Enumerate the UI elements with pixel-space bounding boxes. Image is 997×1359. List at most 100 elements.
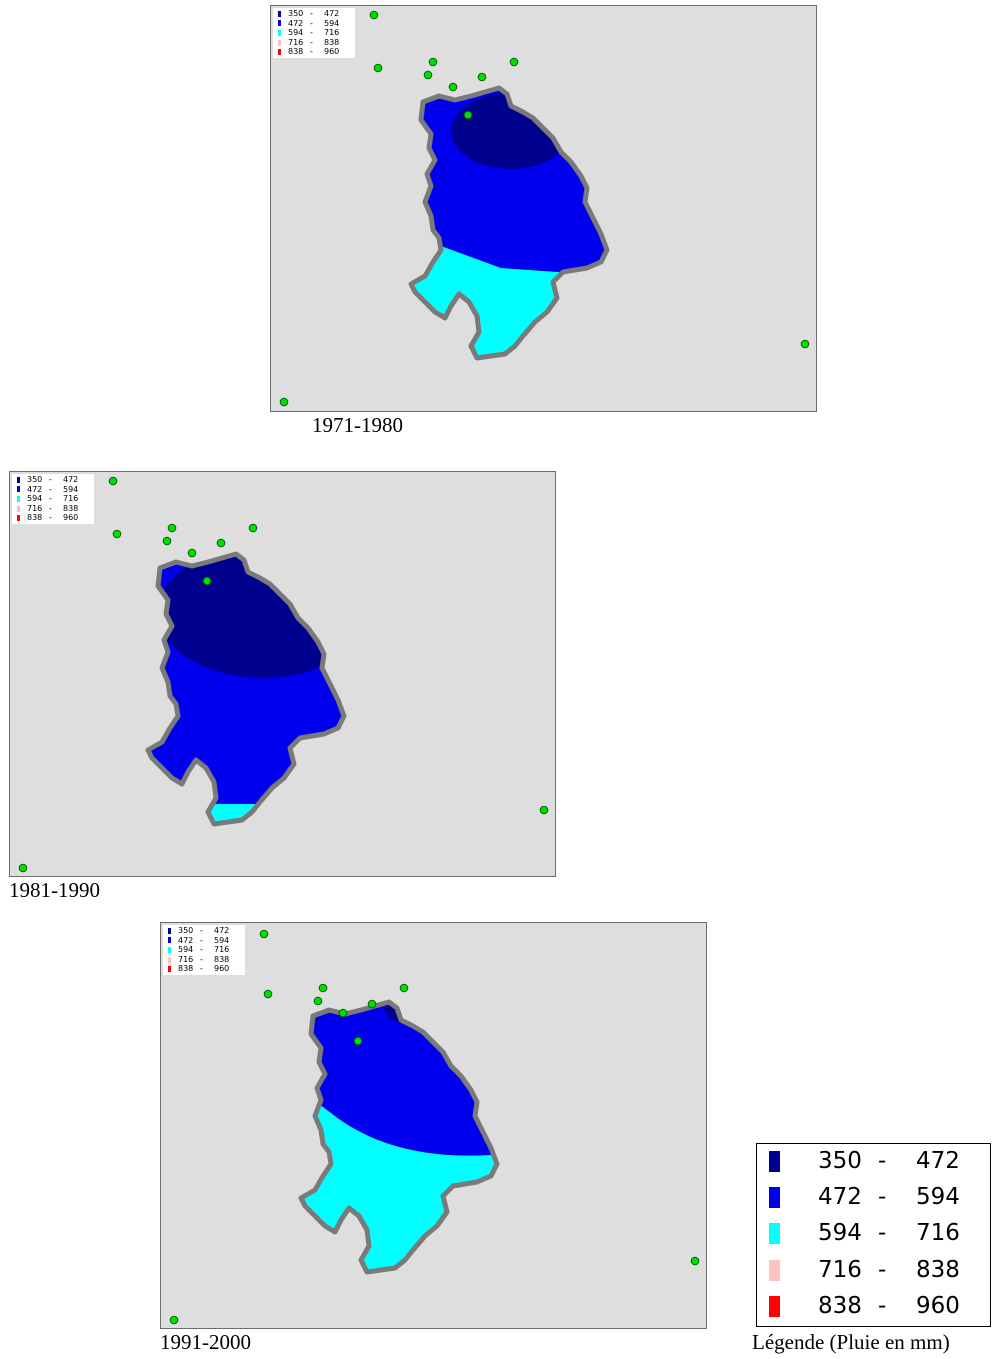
legend-high: 960: [916, 1293, 960, 1319]
legend-high: 716: [916, 1220, 960, 1246]
legend-low: 350: [178, 926, 194, 935]
station-marker: [18, 863, 28, 873]
legend-high: 594: [324, 18, 340, 28]
mini-legend-row: 716- 838: [12, 504, 94, 514]
zone-472-594: [311, 1002, 497, 1156]
mini-legend-row: 716- 838: [163, 955, 245, 965]
legend-dash: -: [49, 513, 52, 523]
station-marker: [112, 529, 122, 539]
station-marker: [187, 548, 197, 558]
legend-dash: -: [200, 954, 203, 964]
legend-swatch: [769, 1186, 780, 1208]
legend-row: 838- 960: [757, 1291, 990, 1321]
region-boundary: [408, 85, 610, 361]
legend-high: 594: [214, 935, 230, 945]
legend-swatch: [769, 1222, 780, 1244]
mini-legend: 350-472 472-594 594-716 716-838 838-960: [12, 474, 94, 524]
legend-low: 472: [27, 484, 43, 494]
legend-low: 716: [27, 503, 43, 513]
station-marker: [463, 110, 473, 120]
legend-low: 838: [288, 47, 304, 57]
legend-high: 472: [214, 926, 230, 935]
station-marker: [216, 538, 226, 548]
legend-dash: -: [310, 28, 313, 38]
station-marker: [279, 397, 289, 407]
legend-row: 594- 716: [757, 1218, 990, 1248]
legend-swatch: [168, 937, 171, 944]
legend-high: 472: [916, 1148, 960, 1174]
legend-title: Légende (Pluie en mm): [752, 1330, 950, 1354]
station-marker: [167, 523, 177, 533]
station-marker: [108, 476, 118, 486]
legend-low: 716: [818, 1257, 862, 1283]
legend-row: 350- 472: [757, 1146, 990, 1176]
legend-dash: -: [200, 964, 203, 974]
map-1981-1990: 350-472 472-594 594-716 716-838 838-960: [9, 471, 556, 877]
legend-dash: -: [878, 1184, 887, 1210]
map-caption-1991-2000: 1991-2000: [160, 1330, 251, 1354]
legend-dash: -: [49, 494, 52, 504]
mini-legend-row: 716- 838: [273, 38, 355, 48]
legend-swatch: [17, 486, 20, 493]
legend-swatch: [278, 49, 281, 56]
station-marker: [353, 1036, 363, 1046]
station-marker: [477, 72, 487, 82]
mini-legend-row: 350- 472: [163, 926, 245, 936]
legend-high: 838: [63, 503, 79, 513]
legend-swatch: [17, 505, 20, 512]
map-1981-1990-svg: [18, 476, 549, 873]
legend-swatch: [278, 39, 281, 46]
map-1991-2000: 350-472 472-594 594-716 716-838 838-960: [160, 922, 707, 1329]
legend-swatch: [168, 927, 171, 934]
legend-low: 838: [818, 1293, 862, 1319]
zone-594-716: [311, 943, 356, 983]
legend-low: 838: [27, 513, 43, 523]
legend-row: 716- 838: [757, 1255, 990, 1285]
legend-high: 960: [63, 513, 79, 523]
legend-swatch: [168, 946, 171, 953]
mini-legend-row: 838- 960: [12, 513, 94, 523]
map-1971-1980-svg: [279, 10, 810, 407]
legend-dash: -: [878, 1257, 887, 1283]
legend-high: 716: [214, 945, 230, 955]
legend-dash: -: [310, 47, 313, 57]
station-marker: [428, 57, 438, 67]
legend-high: 960: [214, 964, 230, 974]
legend-swatch: [168, 956, 171, 963]
legend-high: 960: [324, 47, 340, 57]
mini-legend-row: 594- 716: [163, 945, 245, 955]
legend-row: 472- 594: [757, 1182, 990, 1212]
legend-dash: -: [49, 484, 52, 494]
legend-low: 594: [818, 1220, 862, 1246]
mini-legend-row: 594- 716: [273, 28, 355, 38]
legend-low: 838: [178, 964, 194, 974]
region-boundary: [145, 551, 347, 827]
legend-low: 472: [178, 935, 194, 945]
legend-high: 838: [214, 954, 230, 964]
station-marker: [162, 536, 172, 546]
station-marker: [509, 57, 519, 67]
legend-low: 350: [818, 1148, 862, 1174]
legend-high: 472: [324, 9, 340, 18]
legend-dash: -: [878, 1148, 887, 1174]
legend-dash: -: [310, 37, 313, 47]
legend-high: 716: [324, 28, 340, 38]
legend-low: 472: [818, 1184, 862, 1210]
map-caption-1981-1990: 1981-1990: [9, 878, 100, 902]
legend-high: 594: [63, 484, 79, 494]
mini-legend-row: 350- 472: [273, 9, 355, 19]
mini-legend-row: 350- 472: [12, 475, 94, 485]
station-markers: [279, 10, 810, 407]
station-marker: [169, 1315, 179, 1325]
station-marker: [423, 70, 433, 80]
station-marker: [313, 996, 323, 1006]
legend-dash: -: [200, 935, 203, 945]
legend-swatch: [168, 966, 171, 973]
legend-low: 594: [27, 494, 43, 504]
legend-dash: -: [878, 1293, 887, 1319]
station-marker: [539, 805, 549, 815]
legend-dash: -: [200, 945, 203, 955]
legend-swatch: [769, 1259, 780, 1281]
mini-legend-row: 472- 594: [273, 19, 355, 29]
legend-dash: -: [310, 18, 313, 28]
